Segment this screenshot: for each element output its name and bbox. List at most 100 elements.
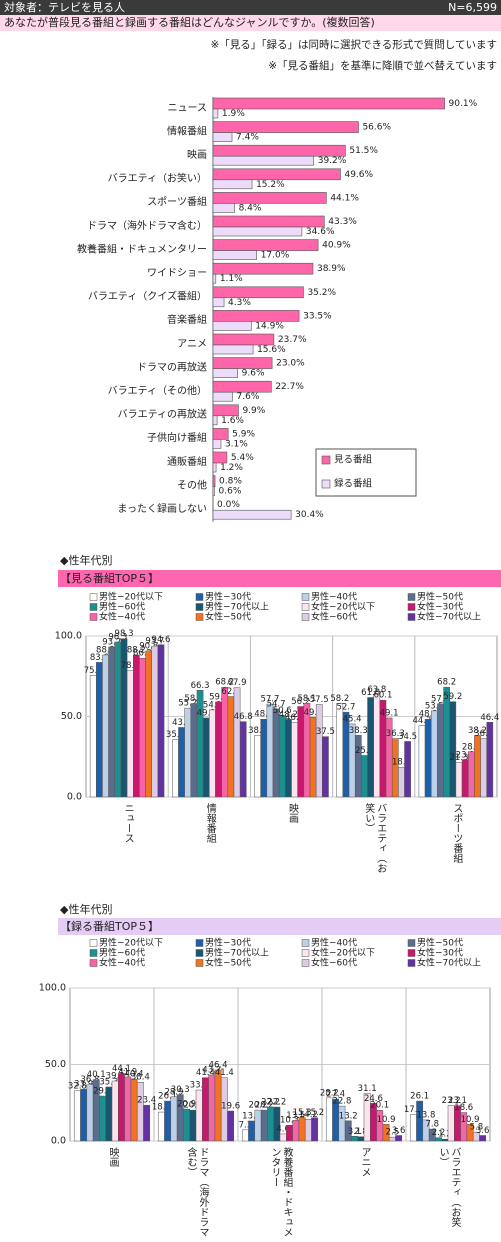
chart-title: 【録る番組TOP５】 (60, 919, 159, 933)
legend-swatch (301, 603, 310, 611)
value-label: 17.0% (261, 251, 290, 261)
value-label: 40.4 (125, 1070, 144, 1080)
category-label: バラエティ（その他） (108, 384, 207, 397)
value-label: 58.1 (184, 694, 203, 704)
value-label: 15.2% (256, 180, 285, 190)
value-label: 66.3 (191, 681, 210, 691)
value-label: 1.1% (220, 274, 243, 284)
value-label: 38.3 (349, 726, 368, 736)
value-label: 24.6 (364, 1094, 383, 1104)
value-label: 44.1% (330, 193, 359, 203)
value-label: 49.6% (344, 170, 373, 180)
value-label: 3.1 (348, 1127, 362, 1137)
value-label: 62.4 (221, 687, 240, 697)
bar (285, 719, 292, 798)
legend-label: 男性−20代以下 (99, 591, 163, 603)
target: 対象者：テレビを見る人 (4, 0, 125, 14)
legend-label: 男性−60代 (99, 947, 145, 959)
note: ※「見る」「録る」は同時に選択できる形式で質問しています (210, 38, 497, 51)
category-label: 映画 (286, 803, 298, 823)
value-label: 41.4 (215, 1068, 234, 1078)
legend-swatch (407, 939, 416, 947)
legend-swatch (301, 939, 310, 947)
bar (195, 1089, 203, 1142)
bar (157, 644, 165, 798)
bar (212, 179, 253, 190)
value-label: 90.1% (449, 99, 478, 109)
sample-size: N=6,599 (448, 1, 497, 14)
category-label: 教養番組・ドキュメンタリー (269, 1147, 292, 1237)
question-bar (0, 15, 501, 31)
category-label: ドラマの再放送 (137, 360, 207, 373)
legend-swatch (301, 593, 310, 601)
bar (273, 1106, 281, 1142)
category-label: バラエティ（お笑い） (437, 1147, 460, 1227)
legend-label: 男性−30代 (205, 591, 251, 603)
value-label: 1.9% (222, 109, 245, 119)
bar (208, 1074, 216, 1142)
value-label: 88.2 (96, 645, 115, 655)
value-label: 20.2 (248, 1101, 267, 1111)
value-label: 10.9 (461, 1115, 480, 1125)
value-label: 34.5 (398, 732, 417, 742)
value-label: 13.2 (339, 1111, 358, 1121)
value-label: 44.3 (413, 716, 432, 726)
legend-label: 女性−20代以下 (311, 947, 375, 959)
legend-swatch (407, 603, 416, 611)
bar (391, 738, 399, 798)
value-label: 22.7% (275, 382, 304, 392)
legend-label: 男性−40代 (311, 937, 357, 949)
bar (212, 391, 233, 402)
legend-label: 女性−60代 (311, 611, 357, 623)
legend-swatch (89, 939, 98, 947)
bar (292, 1120, 300, 1142)
value-label: 7.4% (236, 133, 259, 143)
value-label: 3.6 (476, 1126, 490, 1136)
bar (126, 670, 134, 798)
bar (278, 715, 286, 798)
category-label: 情報番組 (167, 124, 207, 137)
bar (212, 321, 252, 331)
value-label: 38.3 (248, 726, 267, 736)
legend-label: 男性−20代以下 (99, 937, 163, 949)
value-label: 18.6 (454, 1103, 473, 1113)
bar (212, 475, 216, 487)
legend-swatch (195, 593, 204, 601)
bar (212, 415, 218, 426)
value-label: 8.4% (239, 203, 262, 213)
bar (89, 675, 97, 798)
value-label: 56.2 (291, 697, 310, 707)
value-label: 41.9 (118, 1067, 137, 1077)
bar (212, 155, 315, 166)
value-label: 49.5 (304, 708, 323, 718)
value-label: 23.0% (276, 359, 305, 369)
value-label: 45.4 (343, 714, 362, 724)
legend-box (315, 448, 417, 497)
value-label: 23.2 (442, 1096, 461, 1106)
value-label: 30.3 (171, 1085, 190, 1095)
value-label: 68.2 (215, 678, 234, 688)
value-label: 33.3 (190, 1081, 209, 1091)
bar (164, 1100, 172, 1142)
category-label: 映画 (187, 149, 207, 161)
value-label: 48.3 (419, 710, 438, 720)
bar (437, 703, 444, 798)
value-label: 20.2 (183, 1101, 202, 1111)
value-label: 3.6 (392, 1126, 406, 1136)
value-label: 15.6% (257, 345, 286, 355)
value-label: 0.6% (219, 487, 242, 497)
bar (267, 1106, 274, 1142)
legend-swatch (301, 959, 310, 967)
bar (474, 735, 481, 798)
bar (279, 1133, 287, 1142)
legend-label: 男性−50代 (417, 937, 463, 949)
value-label: 26.1 (410, 1092, 429, 1102)
legend-swatch (89, 959, 98, 967)
bar (212, 368, 238, 378)
bar (212, 273, 217, 284)
legend-swatch (89, 603, 98, 611)
bar (212, 262, 314, 275)
value-label: 60.1 (373, 691, 392, 701)
category-label: バラエティ（お笑い） (108, 172, 207, 185)
value-label: 33.5% (303, 311, 332, 321)
